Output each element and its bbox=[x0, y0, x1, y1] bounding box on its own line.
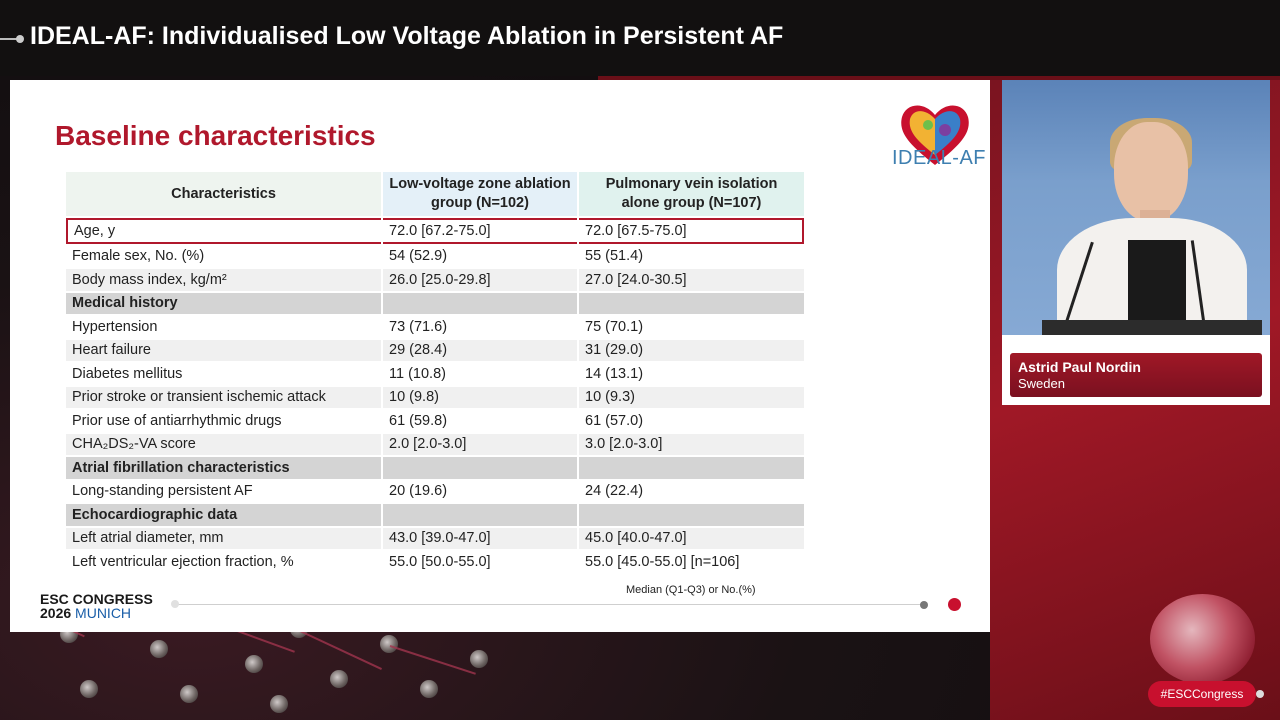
row-value-lvz: 2.0 [2.0-3.0] bbox=[383, 433, 577, 455]
row-value-lvz: 43.0 [39.0-47.0] bbox=[383, 527, 577, 549]
table-row-highlighted: Age, y 72.0 [67.2-75.0] 72.0 [67.5-75.0] bbox=[66, 218, 804, 244]
row-label: Prior use of antiarrhythmic drugs bbox=[72, 412, 282, 429]
section-empty bbox=[383, 457, 577, 479]
progress-marker bbox=[920, 601, 928, 609]
row-label: Female sex, No. (%) bbox=[72, 248, 205, 265]
table-row: Prior use of antiarrhythmic drugs 61 (59… bbox=[66, 410, 804, 432]
table-row: Left ventricular ejection fraction, % 55… bbox=[66, 551, 804, 573]
table-row: Female sex, No. (%) 54 (52.9) 55 (51.4) bbox=[66, 246, 804, 268]
table-row: Left atrial diameter, mm 43.0 [39.0-47.0… bbox=[66, 527, 804, 549]
column-header-pvi: Pulmonary vein isolation alone group (N=… bbox=[579, 172, 804, 216]
row-value-lvz: 10 (9.8) bbox=[383, 386, 577, 408]
title-bar: IDEAL-AF: Individualised Low Voltage Abl… bbox=[0, 0, 1280, 76]
congress-name: ESC CONGRESS bbox=[40, 591, 153, 607]
row-label: Hypertension bbox=[72, 318, 158, 335]
row-value-lvz: 54 (52.9) bbox=[389, 248, 448, 265]
speaker-name-panel: Astrid Paul Nordin Sweden bbox=[1010, 353, 1262, 397]
row-value-pvi: 75 (70.1) bbox=[585, 318, 644, 335]
title-dot bbox=[16, 35, 24, 43]
row-value-pvi: 72.0 [67.5-75.0] bbox=[579, 218, 804, 244]
logo-text: IDEAL-AF bbox=[892, 147, 987, 169]
row-value-pvi: 24 (22.4) bbox=[585, 483, 644, 500]
podium bbox=[1042, 320, 1262, 335]
table-row: Hypertension 73 (71.6) 75 (70.1) bbox=[66, 316, 804, 338]
row-value-pvi: 14 (13.1) bbox=[585, 365, 644, 382]
row-value-lvz: 73 (71.6) bbox=[389, 318, 448, 335]
table-footnote: Median (Q1-Q3) or No.(%) bbox=[626, 584, 756, 596]
row-value-lvz: 55.0 [50.0-55.0] bbox=[389, 553, 491, 570]
row-value-lvz: 26.0 [25.0-29.8] bbox=[383, 269, 577, 291]
hashtag-badge: #ESCCongress bbox=[1148, 681, 1256, 707]
section-empty bbox=[383, 504, 577, 526]
table-row: Prior stroke or transient ischemic attac… bbox=[66, 386, 804, 408]
section-empty bbox=[579, 457, 804, 479]
row-label: Diabetes mellitus bbox=[72, 365, 183, 382]
row-label: Prior stroke or transient ischemic attac… bbox=[66, 386, 381, 408]
row-label: CHA₂DS₂-VA score bbox=[66, 433, 381, 455]
speaker-top bbox=[1128, 240, 1186, 335]
section-label: Medical history bbox=[66, 292, 381, 314]
speaker-name: Astrid Paul Nordin bbox=[1018, 359, 1141, 375]
progress-start-dot bbox=[171, 600, 179, 608]
row-label: Heart failure bbox=[66, 339, 381, 361]
row-value-lvz: 20 (19.6) bbox=[389, 483, 448, 500]
table-row: Diabetes mellitus 11 (10.8) 14 (13.1) bbox=[66, 363, 804, 385]
heart-logo-icon bbox=[901, 105, 969, 165]
speaker-name-card: Astrid Paul Nordin Sweden bbox=[1002, 335, 1270, 405]
row-label: Age, y bbox=[66, 218, 381, 244]
esc-congress-logo: ESC CONGRESS 2026 MUNICH bbox=[40, 592, 153, 620]
hashtag-dot bbox=[1256, 690, 1264, 698]
speaker-country: Sweden bbox=[1018, 376, 1065, 391]
slide-title: Baseline characteristics bbox=[55, 120, 376, 151]
table-section-row: Medical history bbox=[66, 292, 804, 314]
row-value-lvz: 61 (59.8) bbox=[389, 412, 448, 429]
row-value-lvz: 72.0 [67.2-75.0] bbox=[383, 218, 577, 244]
column-header-characteristics: Characteristics bbox=[66, 172, 381, 216]
table-section-row: Echocardiographic data bbox=[66, 504, 804, 526]
table-header-row: Characteristics Low-voltage zone ablatio… bbox=[66, 172, 804, 216]
accent-strip bbox=[598, 76, 1280, 80]
table-row: Body mass index, kg/m² 26.0 [25.0-29.8] … bbox=[66, 269, 804, 291]
section-label: Atrial fibrillation characteristics bbox=[66, 457, 381, 479]
row-value-lvz: 29 (28.4) bbox=[383, 339, 577, 361]
title-rule bbox=[0, 38, 20, 40]
progress-current-dot bbox=[948, 598, 961, 611]
row-value-pvi: 45.0 [40.0-47.0] bbox=[579, 527, 804, 549]
row-value-pvi: 3.0 [2.0-3.0] bbox=[579, 433, 804, 455]
section-empty bbox=[579, 504, 804, 526]
slide-progress-track bbox=[175, 604, 925, 605]
speaker-video bbox=[1002, 80, 1270, 335]
section-empty bbox=[383, 292, 577, 314]
congress-year: 2026 bbox=[40, 605, 72, 621]
row-value-pvi: 31 (29.0) bbox=[579, 339, 804, 361]
globe-icon bbox=[1150, 594, 1255, 684]
congress-city: MUNICH bbox=[75, 605, 132, 621]
row-label: Long-standing persistent AF bbox=[72, 483, 253, 500]
table-row: CHA₂DS₂-VA score 2.0 [2.0-3.0] 3.0 [2.0-… bbox=[66, 433, 804, 455]
table-row: Heart failure 29 (28.4) 31 (29.0) bbox=[66, 339, 804, 361]
session-title: IDEAL-AF: Individualised Low Voltage Abl… bbox=[30, 22, 784, 50]
speaker-face bbox=[1114, 122, 1188, 222]
congress-edition: 2026 MUNICH bbox=[40, 606, 153, 620]
row-value-pvi: 61 (57.0) bbox=[585, 412, 644, 429]
presentation-slide: Baseline characteristics IDEAL-AF Charac… bbox=[10, 80, 990, 632]
row-value-pvi: 10 (9.3) bbox=[579, 386, 804, 408]
row-value-pvi: 27.0 [24.0-30.5] bbox=[579, 269, 804, 291]
row-label: Left ventricular ejection fraction, % bbox=[72, 553, 294, 570]
section-label: Echocardiographic data bbox=[66, 504, 381, 526]
row-value-lvz: 11 (10.8) bbox=[389, 365, 446, 382]
row-label: Body mass index, kg/m² bbox=[66, 269, 381, 291]
section-empty bbox=[579, 292, 804, 314]
table-section-row: Atrial fibrillation characteristics bbox=[66, 457, 804, 479]
row-label: Left atrial diameter, mm bbox=[66, 527, 381, 549]
column-header-lvz: Low-voltage zone ablation group (N=102) bbox=[383, 172, 577, 216]
table-row: Long-standing persistent AF 20 (19.6) 24… bbox=[66, 481, 804, 503]
row-value-pvi: 55 (51.4) bbox=[585, 248, 644, 265]
row-value-pvi: 55.0 [45.0-55.0] [n=106] bbox=[585, 553, 740, 570]
baseline-table: Characteristics Low-voltage zone ablatio… bbox=[64, 170, 806, 575]
